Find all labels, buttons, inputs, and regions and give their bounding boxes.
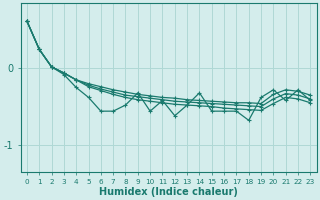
X-axis label: Humidex (Indice chaleur): Humidex (Indice chaleur) bbox=[99, 187, 238, 197]
